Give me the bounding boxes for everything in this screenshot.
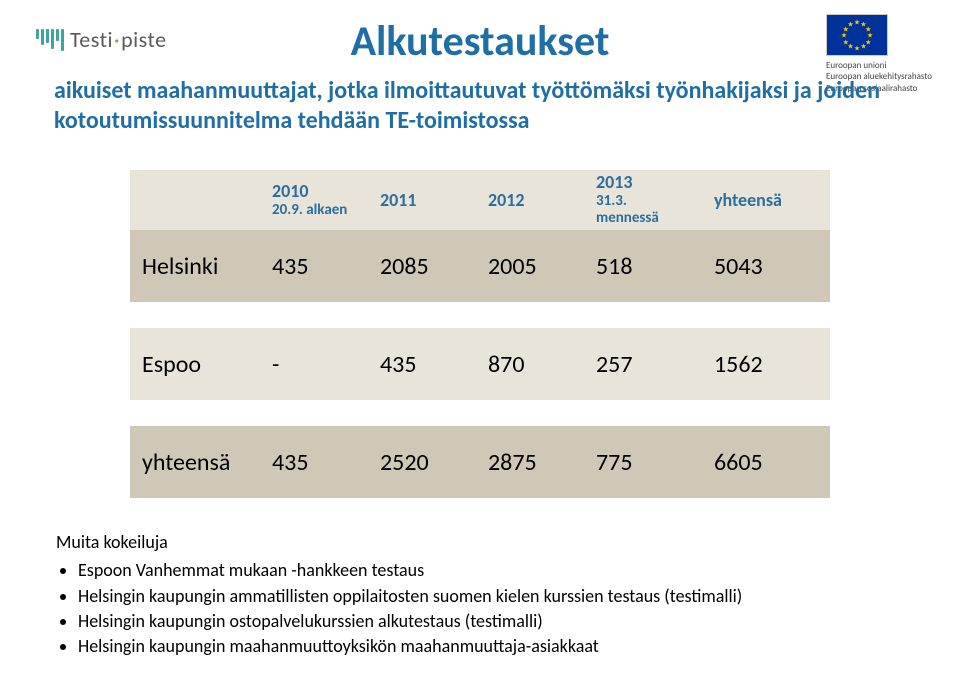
table-cell: 257 — [584, 328, 702, 400]
table-header-top: 2012 — [488, 190, 572, 211]
row-label: yhteensä — [130, 426, 260, 498]
notes-lead: Muita kokeiluja — [56, 530, 904, 554]
notes-list: Espoon Vanhemmat mukaan -hankkeen testau… — [56, 558, 904, 658]
table-header-top: yhteensä — [714, 190, 818, 211]
list-item: Helsingin kaupungin ammatillisten oppila… — [78, 584, 904, 608]
table-cell: 2520 — [368, 426, 476, 498]
table-cell: 2085 — [368, 230, 476, 302]
table-cell: 1562 — [702, 328, 830, 400]
table-header-cell: 201331.3. mennessä — [584, 170, 702, 230]
table-header-cell: 2011 — [368, 170, 476, 230]
table-header-top: 2013 — [596, 172, 690, 193]
row-label: Helsinki — [130, 230, 260, 302]
table-cell: 870 — [476, 328, 584, 400]
page-subtitle: aikuiset maahanmuuttajat, jotka ilmoitta… — [54, 76, 906, 136]
table-row: Espoo-4358702571562 — [130, 328, 830, 400]
table-row: Helsinki435208520055185043 — [130, 230, 830, 302]
table-cell: 518 — [584, 230, 702, 302]
list-item: Helsingin kaupungin ostopalvelukurssien … — [78, 609, 904, 633]
table-body: 201020.9. alkaen 2011 2012 201331.3. mennes… — [130, 170, 830, 498]
table-header-cell: 2012 — [476, 170, 584, 230]
notes-section: Muita kokeiluja Espoon Vanhemmat mukaan … — [56, 530, 904, 659]
table-cell: 2875 — [476, 426, 584, 498]
table-header-cell — [130, 170, 260, 230]
table-header-sub: 20.9. alkaen — [272, 202, 356, 219]
page-title: Alkutestaukset — [0, 16, 960, 67]
table-cell: 775 — [584, 426, 702, 498]
table-cell: - — [260, 328, 368, 400]
table-row: yhteensä435252028757756605 — [130, 426, 830, 498]
row-label: Espoo — [130, 328, 260, 400]
table-cell: 6605 — [702, 426, 830, 498]
table-cell: 5043 — [702, 230, 830, 302]
table-gap-row — [130, 400, 830, 426]
table-gap-row — [130, 302, 830, 328]
list-item: Helsingin kaupungin maahanmuuttoyksikön … — [78, 634, 904, 658]
table-header-cell: yhteensä — [702, 170, 830, 230]
table-header-top: 2010 — [272, 181, 356, 202]
table-cell: 2005 — [476, 230, 584, 302]
table-header-cell: 201020.9. alkaen — [260, 170, 368, 230]
table-header-sub: 31.3. mennessä — [596, 193, 690, 228]
slide: Testi·piste ★★★★★★★★★★★★ Euroopan unioni… — [0, 0, 960, 682]
data-table: 201020.9. alkaen 2011 2012 201331.3. mennes… — [130, 170, 830, 498]
list-item: Espoon Vanhemmat mukaan -hankkeen testau… — [78, 558, 904, 582]
table-header-row: 201020.9. alkaen 2011 2012 201331.3. mennes… — [130, 170, 830, 230]
table-header-top: 2011 — [380, 190, 464, 211]
table-cell: 435 — [368, 328, 476, 400]
table-cell: 435 — [260, 230, 368, 302]
table-cell: 435 — [260, 426, 368, 498]
